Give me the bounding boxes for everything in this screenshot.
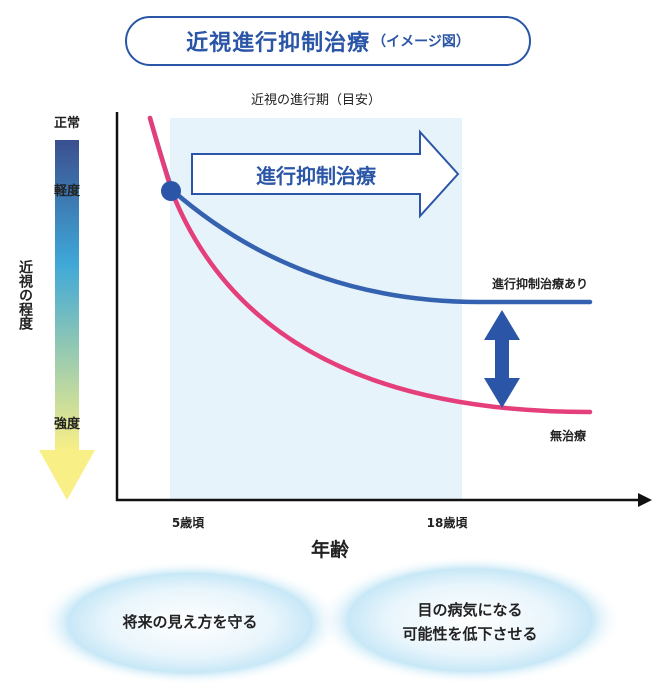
benefit-text-protect-vision: 将来の見え方を守る bbox=[122, 613, 258, 631]
x-tick-age-18: 18歳頃 bbox=[427, 515, 469, 530]
title-subtext: （イメージ図） bbox=[372, 34, 470, 50]
myopia-scale-bar bbox=[55, 140, 79, 450]
benefit-text-right: 目の病気になる 可能性を低下させる bbox=[350, 592, 590, 652]
benefit-text-left: 将来の見え方を守る bbox=[70, 600, 310, 644]
x-axis-arrowhead bbox=[638, 493, 652, 507]
series-label-treatment: 進行抑制治療あり bbox=[492, 276, 588, 291]
level-severe: 強度 bbox=[54, 416, 81, 432]
treatment-arrow bbox=[191, 129, 460, 219]
benefit-text-line-2: 可能性を低下させる bbox=[402, 625, 538, 643]
series-label-no-treatment: 無治療 bbox=[550, 428, 586, 443]
series-line-no-treatment bbox=[147, 115, 593, 415]
x-tick-age-5: 5歳頃 bbox=[172, 515, 205, 530]
start-point-marker bbox=[161, 181, 181, 201]
title-text: 近視進行抑制治療 bbox=[186, 31, 371, 56]
benefit-bubble-right-bg bbox=[318, 556, 622, 684]
x-axis-title: 年齢 bbox=[311, 538, 350, 561]
difference-double-arrow bbox=[484, 310, 520, 408]
treatment-arrow-label: 進行抑制治療 bbox=[256, 164, 376, 188]
title-banner: 近視進行抑制治療 （イメージ図） bbox=[125, 16, 531, 66]
level-mild: 軽度 bbox=[54, 183, 81, 199]
benefit-text-line-1: 目の病気になる bbox=[417, 601, 523, 619]
myopia-scale-arrowhead bbox=[39, 450, 95, 500]
benefit-bubble-left-bg bbox=[38, 561, 342, 685]
y-axis-title: 近視の程度 bbox=[17, 259, 34, 331]
period-label: 近視の進行期（目安） bbox=[251, 93, 381, 108]
level-normal: 正常 bbox=[54, 115, 80, 131]
